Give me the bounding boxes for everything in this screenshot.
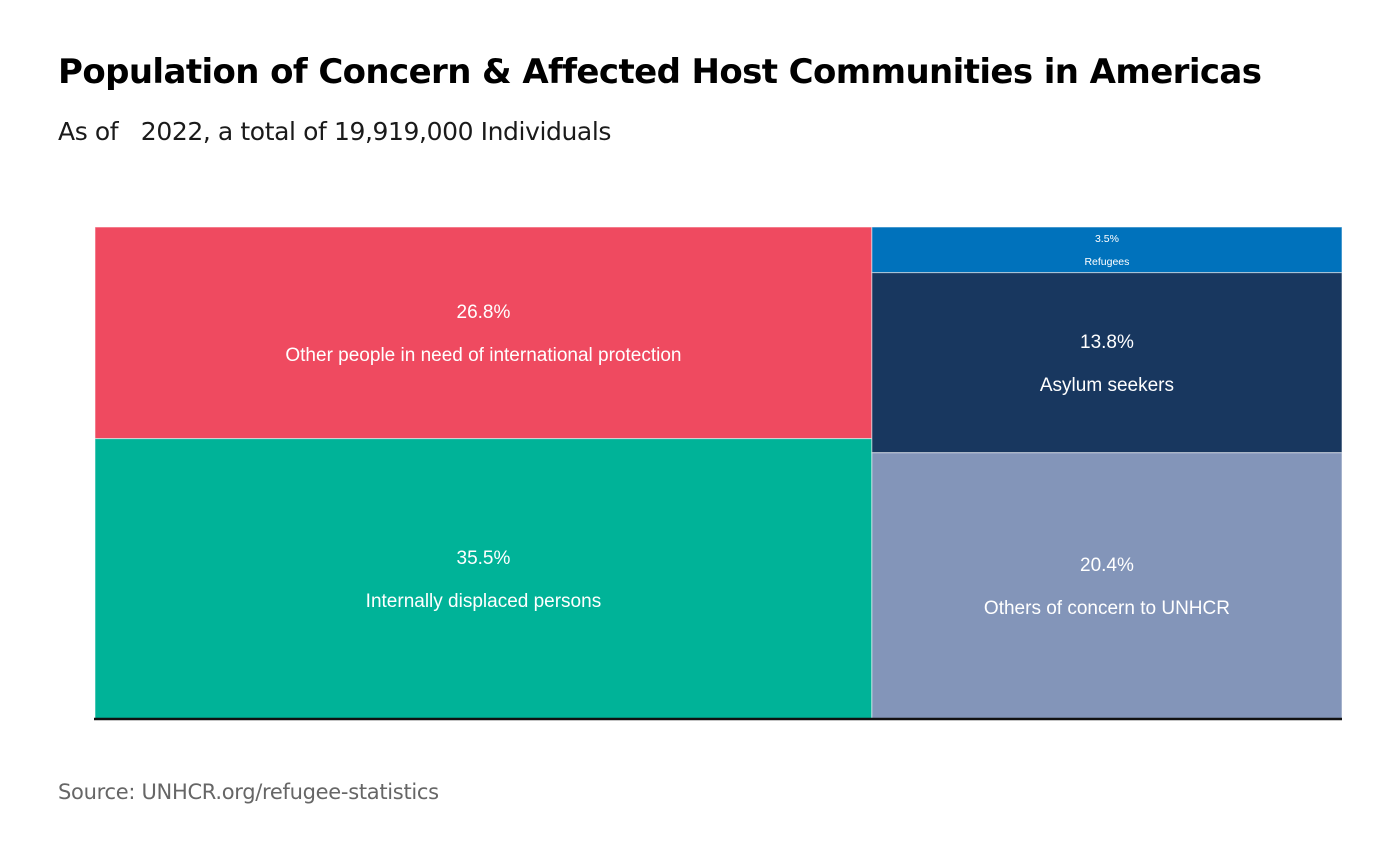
source-note: Source: UNHCR.org/refugee-statistics: [58, 780, 439, 804]
treemap-category-label-others-of-concern-to-unhcr: Others of concern to UNHCR: [984, 598, 1230, 619]
treemap-cell-refugees: [871, 226, 1343, 274]
treemap-cell-internally-displaced-persons: [94, 438, 873, 720]
treemap-value-label-other-people-in-need-of-international-protection: 26.8%: [457, 302, 511, 323]
treemap-value-label-internally-displaced-persons: 35.5%: [457, 548, 511, 569]
chart-title: Population of Concern & Affected Host Co…: [58, 52, 1262, 92]
treemap-value-label-asylum-seekers: 13.8%: [1080, 332, 1134, 353]
chart-subtitle: As of 2022, a total of 19,919,000 Indivi…: [58, 117, 612, 146]
treemap-category-label-other-people-in-need-of-international-protection: Other people in need of international pr…: [285, 345, 681, 366]
treemap-category-label-asylum-seekers: Asylum seekers: [1040, 375, 1174, 396]
treemap-cell-asylum-seekers: [871, 272, 1343, 454]
treemap-value-label-others-of-concern-to-unhcr: 20.4%: [1080, 555, 1134, 576]
treemap-cell-others-of-concern-to-unhcr: [871, 452, 1343, 720]
treemap-value-label-refugees: 3.5%: [1095, 233, 1119, 245]
treemap-cell-other-people-in-need-of-international-protection: [94, 226, 873, 440]
treemap-category-label-internally-displaced-persons: Internally displaced persons: [366, 591, 602, 612]
treemap-category-label-refugees: Refugees: [1084, 256, 1129, 268]
